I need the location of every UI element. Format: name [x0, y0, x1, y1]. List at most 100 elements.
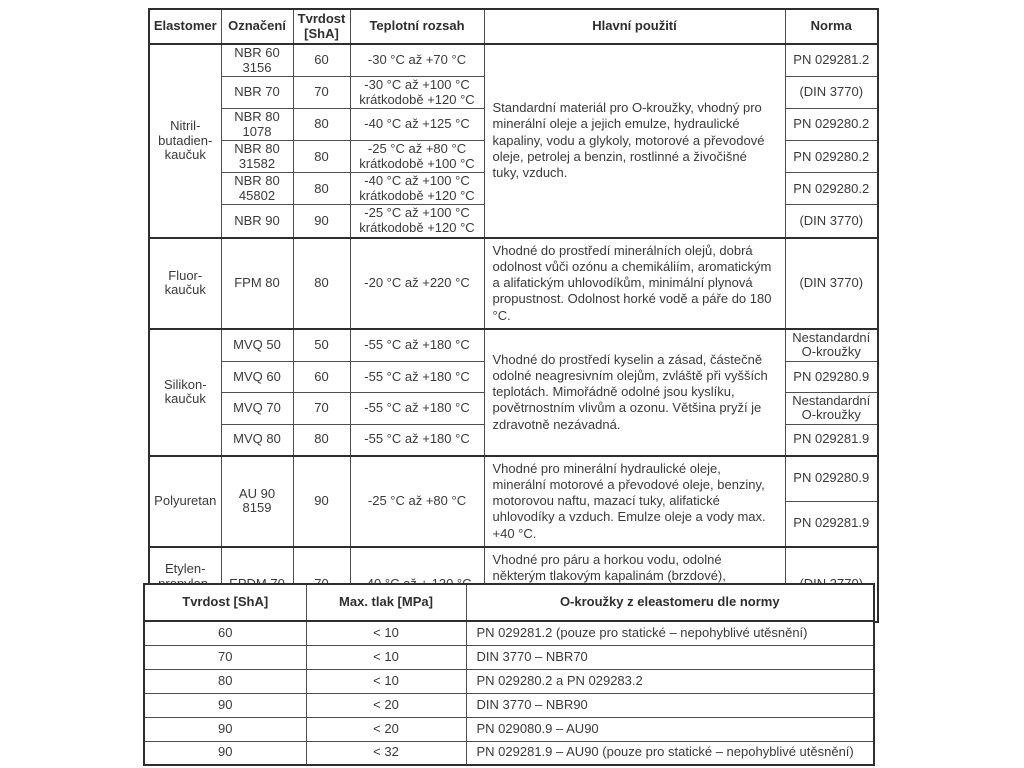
- cell-temp-range: -40 °C až +100 °C krátkodobě +120 °C: [349, 172, 485, 206]
- cell-hardness: 60: [292, 43, 351, 78]
- cell-designation: MVQ 60: [220, 360, 294, 393]
- table-row: Fluor- kaučuk FPM 80 80 -20 °C až +220 °…: [148, 236, 879, 330]
- cell-norm: PN 029281.2: [784, 43, 879, 78]
- cell-hardness: 70: [143, 644, 307, 670]
- cell-norm: DIN 3770 – NBR70: [465, 644, 875, 670]
- col-header-max-pressure: Max. tlak [MPa]: [305, 583, 467, 622]
- cell-temp-range: -40 °C až +125 °C: [349, 108, 485, 142]
- cell-norm: PN 029281.9: [784, 424, 879, 456]
- cell-norm: PN 029280.2: [784, 172, 879, 206]
- cell-norm: Nestandardní O-kroužky: [784, 327, 879, 362]
- cell-norm: PN 029281.9: [784, 500, 879, 548]
- table-header-row: Tvrdost [ShA] Max. tlak [MPa] O-kroužky …: [143, 583, 875, 622]
- table-row: 90 < 20 DIN 3770 – NBR90: [143, 692, 875, 718]
- cell-designation: MVQ 50: [220, 327, 294, 362]
- cell-max-pressure: < 10: [305, 668, 467, 694]
- cell-main-use: Standardní materiál pro O-kroužky, vhodn…: [483, 43, 786, 239]
- cell-hardness: 80: [292, 172, 351, 206]
- cell-norm: Nestandardní O-kroužky: [784, 391, 879, 426]
- cell-temp-range: -55 °C až +180 °C: [349, 391, 485, 426]
- cell-elastomer: Silikon- kaučuk: [148, 327, 222, 456]
- col-header-elastomer: Elastomer: [148, 8, 222, 45]
- cell-temp-range: -20 °C až +220 °C: [349, 236, 485, 330]
- table-row: NBR 80 1078 80 -40 °C až +125 °C PN 0292…: [149, 108, 879, 142]
- cell-designation: NBR 80 31582: [220, 140, 294, 174]
- col-header-norm: O-kroužky z eleastomeru dle normy: [465, 583, 875, 622]
- cell-main-use: Vhodné do prostředí kyselin a zásad, čás…: [483, 327, 786, 456]
- table-row: MVQ 60 60 -55 °C až +180 °C PN 029280.9: [149, 360, 879, 393]
- table-header-row: Elastomer Označení Tvrdost [ShA] Teplotn…: [148, 8, 879, 45]
- col-header-temp-range: Teplotní rozsah: [349, 8, 485, 45]
- cell-max-pressure: < 20: [305, 692, 467, 718]
- cell-hardness: 90: [143, 740, 307, 766]
- cell-max-pressure: < 20: [305, 716, 467, 742]
- cell-norm: PN 029280.2: [784, 140, 879, 174]
- table-row: 80 < 10 PN 029280.2 a PN 029283.2: [143, 668, 875, 694]
- table-row: MVQ 80 80 -55 °C až +180 °C PN 029281.9: [149, 424, 879, 456]
- cell-norm: PN 029281.9 – AU90 (pouze pro statické –…: [465, 740, 875, 766]
- cell-designation: MVQ 70: [220, 391, 294, 426]
- cell-hardness: 90: [143, 716, 307, 742]
- cell-hardness: 80: [143, 668, 307, 694]
- cell-temp-range: -25 °C až +80 °C: [349, 454, 485, 548]
- cell-hardness: 60: [292, 360, 351, 393]
- cell-temp-range: -25 °C až +80 °C krátkodobě +100 °C: [349, 140, 485, 174]
- cell-hardness: 70: [292, 76, 351, 110]
- table-row: 90 < 32 PN 029281.9 – AU90 (pouze pro st…: [143, 740, 875, 766]
- cell-elastomer: Polyuretan: [148, 454, 222, 548]
- table-row: NBR 80 45802 80 -40 °C až +100 °C krátko…: [149, 172, 879, 206]
- cell-hardness: 80: [292, 108, 351, 142]
- cell-temp-range: -30 °C až +70 °C: [349, 43, 485, 78]
- cell-elastomer: Nitril- butadien- kaučuk: [148, 43, 222, 239]
- cell-max-pressure: < 10: [305, 644, 467, 670]
- cell-norm: PN 029080.9 – AU90: [465, 716, 875, 742]
- cell-norm: (DIN 3770): [784, 236, 879, 330]
- cell-temp-range: -55 °C až +180 °C: [349, 327, 485, 362]
- cell-temp-range: -25 °C až +100 °C krátkodobě +120 °C: [349, 204, 485, 239]
- cell-hardness: 90: [292, 204, 351, 239]
- cell-main-use: Vhodné do prostředí minerálních olejů, d…: [483, 236, 786, 330]
- table-row: MVQ 70 70 -55 °C až +180 °C Nestandardní…: [149, 391, 879, 426]
- cell-max-pressure: < 10: [305, 620, 467, 646]
- cell-norm: PN 029280.9: [784, 360, 879, 393]
- cell-hardness: 50: [292, 327, 351, 362]
- cell-designation: NBR 60 3156: [220, 43, 294, 78]
- cell-norm: PN 029280.2: [784, 108, 879, 142]
- cell-designation: NBR 90: [220, 204, 294, 239]
- cell-designation: FPM 80: [220, 236, 294, 330]
- cell-hardness: 80: [292, 424, 351, 456]
- table-row: 60 < 10 PN 029281.2 (pouze pro statické …: [143, 620, 875, 646]
- cell-hardness: 60: [143, 620, 307, 646]
- col-header-designation: Označení: [220, 8, 294, 45]
- cell-designation: NBR 80 45802: [220, 172, 294, 206]
- col-header-hardness: Tvrdost [ShA]: [292, 8, 351, 45]
- cell-hardness: 90: [292, 454, 351, 548]
- table-row: Polyuretan AU 90 8159 90 -25 °C až +80 °…: [148, 454, 879, 548]
- cell-norm: (DIN 3770): [784, 76, 879, 110]
- elastomer-properties-table: Elastomer Označení Tvrdost [ShA] Teplotn…: [148, 8, 879, 623]
- col-header-norm: Norma: [784, 8, 879, 45]
- cell-designation: NBR 70: [220, 76, 294, 110]
- cell-temp-range: -55 °C až +180 °C: [349, 360, 485, 393]
- table-row: NBR 70 70 -30 °C až +100 °C krátkodobě +…: [149, 76, 879, 110]
- cell-norm: PN 029281.2 (pouze pro statické – nepohy…: [465, 620, 875, 646]
- col-header-hardness: Tvrdost [ShA]: [143, 583, 307, 622]
- cell-designation: MVQ 80: [220, 424, 294, 456]
- cell-hardness: 70: [292, 391, 351, 426]
- cell-hardness: 80: [292, 236, 351, 330]
- cell-main-use: Vhodné pro minerální hydraulické oleje, …: [483, 454, 786, 548]
- cell-hardness: 80: [292, 140, 351, 174]
- cell-designation: AU 90 8159: [220, 454, 294, 548]
- table-row: Silikon- kaučuk MVQ 50 50 -55 °C až +180…: [148, 327, 879, 456]
- cell-hardness: 90: [143, 692, 307, 718]
- table-row: NBR 90 90 -25 °C až +100 °C krátkodobě +…: [149, 204, 879, 239]
- table-row: 90 < 20 PN 029080.9 – AU90: [143, 716, 875, 742]
- cell-norm: PN 029280.2 a PN 029283.2: [465, 668, 875, 694]
- col-header-main-use: Hlavní použití: [483, 8, 786, 45]
- cell-temp-range: -55 °C až +180 °C: [349, 424, 485, 456]
- cell-temp-range: -30 °C až +100 °C krátkodobě +120 °C: [349, 76, 485, 110]
- table-row: Nitril- butadien- kaučuk NBR 60 3156 60 …: [148, 43, 879, 239]
- cell-designation: NBR 80 1078: [220, 108, 294, 142]
- cell-norm: (DIN 3770): [784, 204, 879, 239]
- cell-norm: DIN 3770 – NBR90: [465, 692, 875, 718]
